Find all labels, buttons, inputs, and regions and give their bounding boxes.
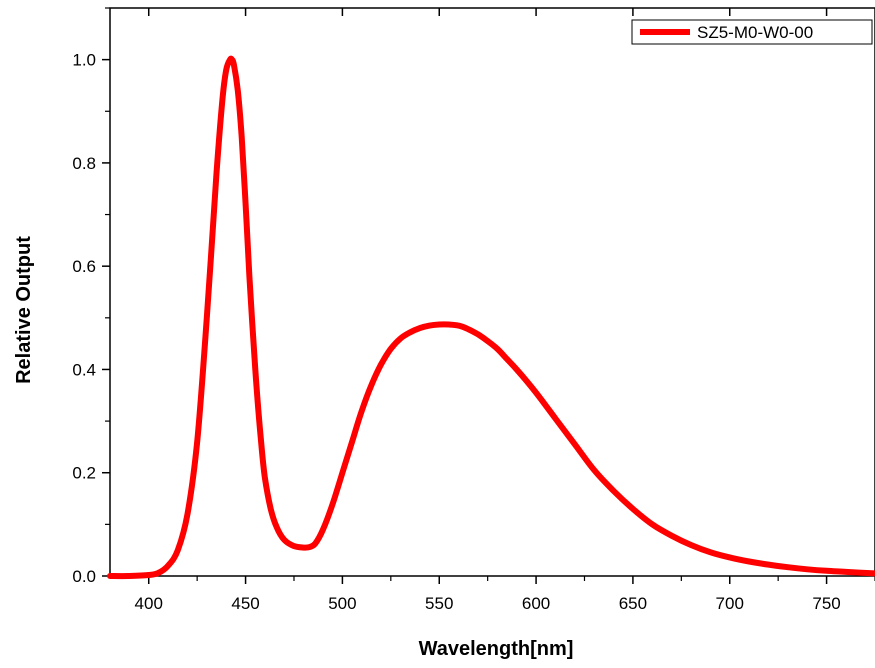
x-axis-ticks bbox=[147, 8, 875, 584]
x-tick-label: 600 bbox=[522, 594, 550, 613]
plot-area-frame bbox=[109, 7, 875, 577]
y-axis-title: Relative Output bbox=[13, 236, 35, 384]
y-tick-label: 0.2 bbox=[72, 464, 96, 483]
x-axis-title: Wavelength[nm] bbox=[419, 638, 574, 660]
x-tick-label: 450 bbox=[231, 594, 259, 613]
x-tick-label: 550 bbox=[425, 594, 453, 613]
x-tick-label: 500 bbox=[328, 594, 356, 613]
x-axis-tick-labels: 400 450 500 550 600 650 700 750 bbox=[135, 594, 841, 613]
x-tick-label: 700 bbox=[716, 594, 744, 613]
legend: SZ5-M0-W0-00 bbox=[631, 19, 873, 45]
y-axis-tick-labels: 0.0 0.2 0.4 0.6 0.8 1.0 bbox=[72, 51, 96, 586]
y-tick-label: 0.6 bbox=[72, 257, 96, 276]
series-lines bbox=[107, 55, 875, 580]
x-tick-label: 400 bbox=[135, 594, 163, 613]
y-tick-label: 0.4 bbox=[72, 360, 96, 379]
y-tick-label: 1.0 bbox=[72, 51, 96, 70]
x-tick-label: 750 bbox=[812, 594, 840, 613]
x-tick-label: 650 bbox=[619, 594, 647, 613]
y-axis-ticks bbox=[102, 7, 110, 577]
y-tick-label: 0.0 bbox=[72, 567, 96, 586]
y-tick-label: 0.8 bbox=[72, 154, 96, 173]
legend-label: SZ5-M0-W0-00 bbox=[697, 23, 813, 42]
series-line bbox=[107, 55, 875, 580]
